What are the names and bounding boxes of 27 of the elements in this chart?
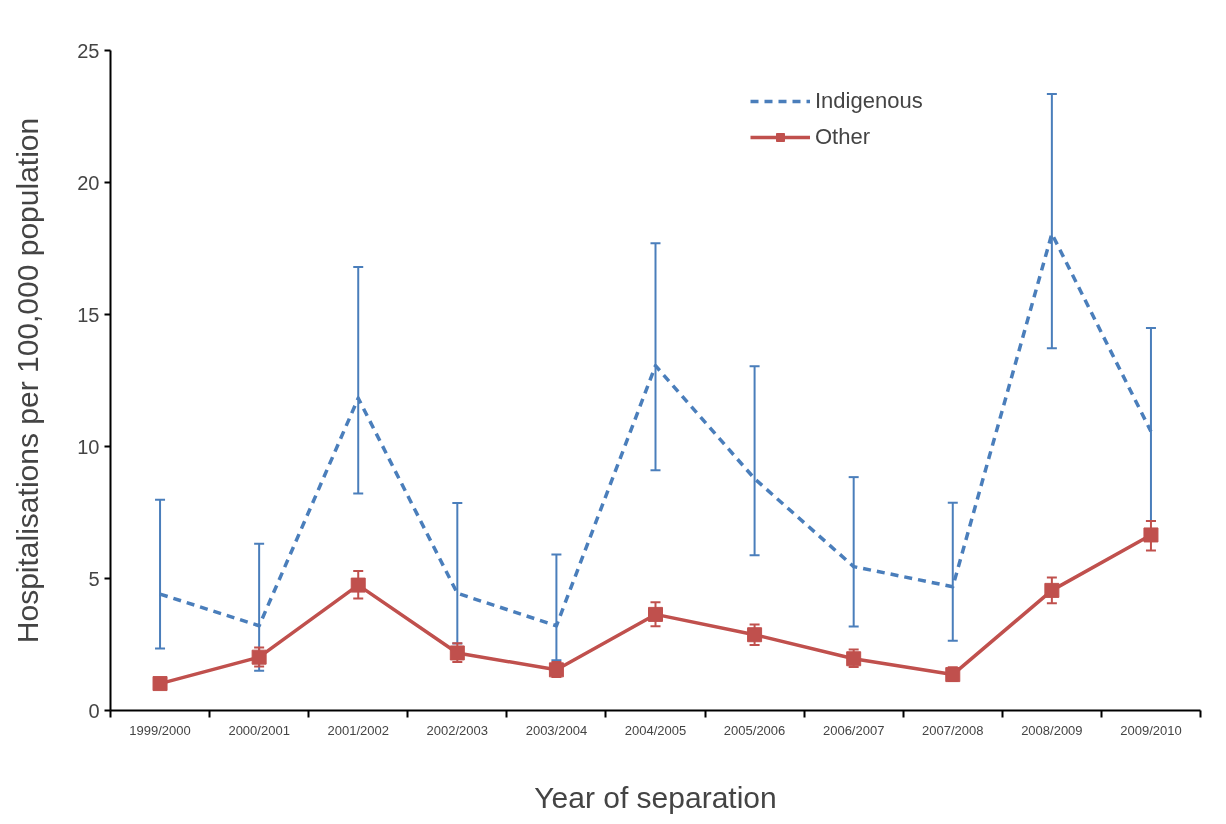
x-tick-label: 2008/2009 [1021,722,1083,738]
x-tick-label: 1999/2000 [129,722,191,738]
point [152,676,168,692]
legend-label: Other [815,124,871,150]
y-tick-label: 15 [77,303,100,326]
point [648,606,663,622]
x-tick-label: 2002/2003 [426,722,489,738]
x-tick-label: 2006/2007 [822,722,885,738]
x-axis-title: Year of separation [534,780,777,814]
x-tick-label: 2009/2010 [1120,722,1182,738]
x-tick-label: 2004/2005 [624,722,687,738]
x-tick-label: 2001/2002 [327,722,389,738]
y-tick-label: 25 [77,39,100,62]
y-tick-label: 5 [88,567,100,590]
legend-label: Indigenous [815,88,923,114]
y-tick-label: 0 [88,699,100,722]
point [1143,527,1159,543]
y-axis-title: Hospitalisations per 100,000 population [11,117,45,644]
y-tick-label: 10 [77,435,100,458]
x-tick-label: 2003/2004 [525,722,588,738]
point [747,627,763,643]
point [1044,582,1060,598]
point [350,577,366,593]
x-tick-label: 2000/2001 [228,722,290,738]
x-tick-label: 2005/2006 [723,722,786,738]
y-tick-label: 20 [77,171,100,194]
x-tick-label: 2007/2008 [922,722,984,738]
